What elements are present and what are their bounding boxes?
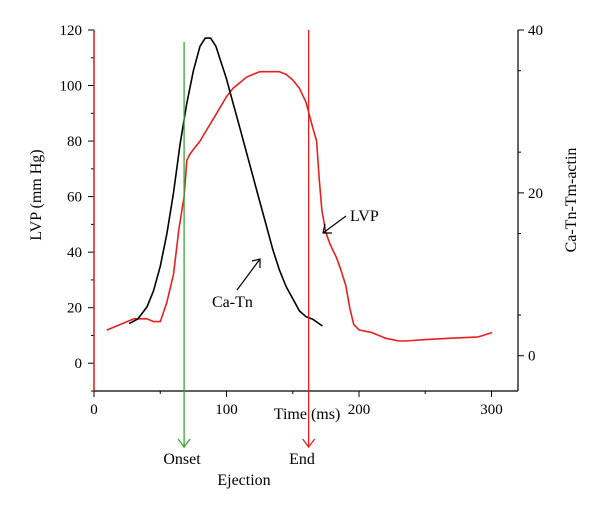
y-axis-left-title: LVP (mm Hg) [28, 149, 45, 240]
end-arrowhead-icon [302, 438, 316, 449]
y-left-tick-label: 20 [67, 301, 82, 317]
end-label: End [289, 451, 315, 468]
series-group [106, 37, 493, 342]
y-right-tick-label: 40 [528, 23, 543, 39]
onset-arrowhead-icon [177, 438, 191, 449]
catn-series-label: Ca-Tn [212, 294, 253, 311]
x-tick-label: 300 [480, 402, 503, 418]
x-tick-label: 0 [90, 402, 98, 418]
lvp-pointer-line [322, 215, 347, 234]
series-line-ca-tn [129, 37, 323, 327]
series-line-lvp [106, 70, 493, 342]
lvp-arrowhead-icon [322, 223, 332, 234]
catn-pointer-line [236, 258, 261, 291]
y-axis-right-title: Ca-Tn-Tm-actin [563, 148, 580, 253]
x-tick-label: 200 [348, 402, 371, 418]
lvp-series-label: LVP [350, 208, 379, 225]
y-right-tick-label: 0 [528, 349, 536, 365]
y-right-tick-label: 20 [528, 186, 543, 202]
y-left-tick-label: 60 [67, 190, 82, 206]
y-left-tick-label: 80 [67, 134, 82, 150]
onset-label: Onset [163, 451, 201, 468]
ejection-label: Ejection [217, 472, 270, 489]
x-axis-title: Time (ms) [274, 406, 341, 423]
y-left-tick-label: 100 [60, 79, 83, 95]
x-tick-label: 100 [215, 402, 238, 418]
annotations-group [236, 215, 347, 291]
markers-group [93, 30, 316, 449]
axes-group: 0 20 40 60 80 100 120 0 20 40 0 100 200 300 [60, 23, 544, 418]
y-left-tick-label: 0 [75, 356, 83, 372]
catn-arrowhead-icon [251, 258, 261, 268]
y-left-tick-label: 120 [60, 23, 83, 39]
y-left-tick-label: 40 [67, 245, 82, 261]
